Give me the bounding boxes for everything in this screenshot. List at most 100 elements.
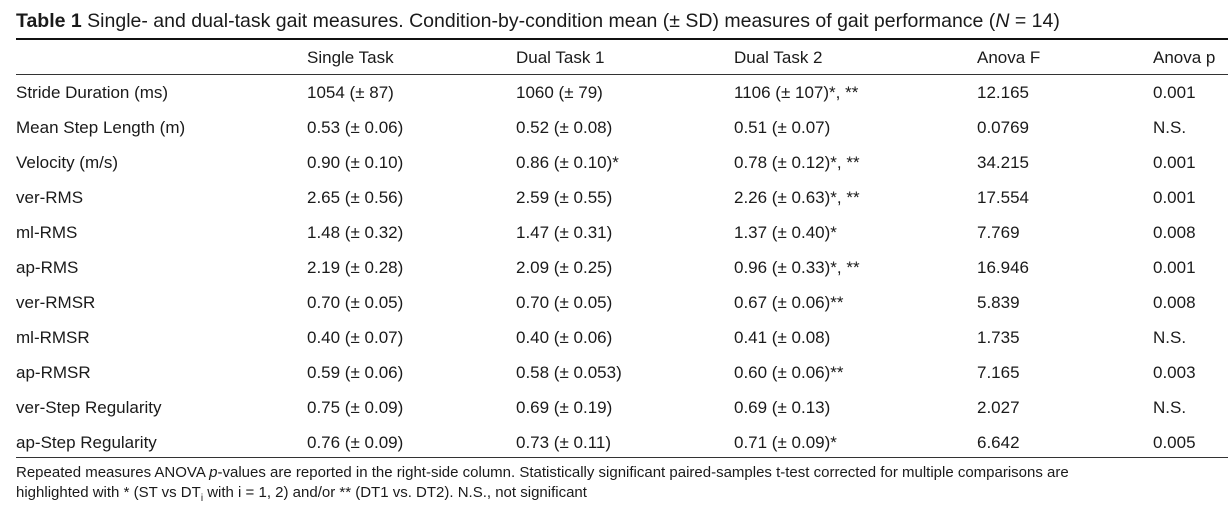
header-anova-p: Anova p: [1153, 47, 1216, 67]
dual-task-2-value: 1106 (± 107)*, **: [734, 82, 859, 102]
single-task-value: 1054 (± 87): [307, 82, 394, 102]
dual-task-1-value: 1.47 (± 0.31): [516, 222, 613, 242]
bottom-rule: [16, 457, 1228, 458]
table-row: ml-RMS 1.48 (± 0.32) 1.47 (± 0.31) 1.37 …: [16, 215, 1228, 250]
single-task-value: 2.65 (± 0.56): [307, 187, 404, 207]
anova-f-value: 34.215: [977, 152, 1029, 172]
footnote-line1-end: -values are reported in the right-side c…: [217, 464, 1069, 481]
footnote-line1-start: Repeated measures ANOVA: [16, 464, 210, 481]
measure-name: ver-RMS: [16, 187, 84, 207]
table-footnote: Repeated measures ANOVA p-values are rep…: [16, 463, 1221, 509]
header-single-task: Single Task: [307, 47, 394, 67]
footnote-subscript-i: i: [200, 493, 204, 504]
measure-name: Stride Duration (ms): [16, 82, 169, 102]
anova-f-value: 16.946: [977, 257, 1029, 277]
table-row: Velocity (m/s) 0.90 (± 0.10) 0.86 (± 0.1…: [16, 145, 1228, 180]
measure-name: ver-Step Regularity: [16, 397, 162, 417]
dual-task-1-value: 0.73 (± 0.11): [516, 432, 612, 452]
anova-f-value: 7.769: [977, 222, 1020, 242]
measure-name: ver-RMSR: [16, 292, 96, 312]
anova-p-value: N.S.: [1153, 327, 1187, 347]
anova-p-value: 0.008: [1153, 292, 1196, 312]
table-caption: Table 1 Single- and dual-task gait measu…: [16, 10, 1060, 33]
header-dual-task-2: Dual Task 2: [734, 47, 823, 67]
footnote-line2-end: with i = 1, 2) and/or ** (DT1 vs. DT2). …: [203, 484, 587, 501]
single-task-value: 1.48 (± 0.32): [307, 222, 404, 242]
table-row: ver-RMSR 0.70 (± 0.05) 0.70 (± 0.05) 0.6…: [16, 285, 1228, 320]
anova-p-value: N.S.: [1153, 117, 1187, 137]
table-row: ver-Step Regularity 0.75 (± 0.09) 0.69 (…: [16, 390, 1228, 425]
footnote-line2-start: highlighted with * (ST vs DT: [16, 484, 201, 501]
dual-task-1-value: 0.40 (± 0.06): [516, 327, 613, 347]
header-rule: [16, 74, 1228, 75]
anova-p-value: N.S.: [1153, 397, 1187, 417]
anova-f-value: 12.165: [977, 82, 1029, 102]
anova-f-value: 7.165: [977, 362, 1020, 382]
dual-task-2-value: 2.26 (± 0.63)*, **: [734, 187, 860, 207]
dual-task-1-value: 2.09 (± 0.25): [516, 257, 613, 277]
single-task-value: 0.75 (± 0.09): [307, 397, 404, 417]
dual-task-2-value: 0.41 (± 0.08): [734, 327, 831, 347]
table-row: Stride Duration (ms) 1054 (± 87) 1060 (±…: [16, 75, 1228, 110]
anova-f-value: 6.642: [977, 432, 1020, 452]
table-row: ap-RMS 2.19 (± 0.28) 2.09 (± 0.25) 0.96 …: [16, 250, 1228, 285]
anova-p-value: 0.001: [1153, 82, 1196, 102]
header-row: Single Task Dual Task 1 Dual Task 2 Anov…: [16, 40, 1228, 75]
anova-p-value: 0.001: [1153, 257, 1196, 277]
table-row: ap-RMSR 0.59 (± 0.06) 0.58 (± 0.053) 0.6…: [16, 355, 1228, 390]
dual-task-1-value: 0.86 (± 0.10)*: [516, 152, 619, 172]
anova-f-value: 0.0769: [977, 117, 1029, 137]
dual-task-1-value: 0.70 (± 0.05): [516, 292, 613, 312]
dual-task-2-value: 0.78 (± 0.12)*, **: [734, 152, 860, 172]
anova-p-value: 0.005: [1153, 432, 1196, 452]
header-dual-task-1: Dual Task 1: [516, 47, 605, 67]
caption-n-value: = 14): [1009, 10, 1060, 32]
anova-p-value: 0.001: [1153, 152, 1196, 172]
dual-task-2-value: 1.37 (± 0.40)*: [734, 222, 837, 242]
dual-task-2-value: 0.67 (± 0.06)**: [734, 292, 844, 312]
caption-text: Single- and dual-task gait measures. Con…: [87, 10, 996, 32]
anova-p-value: 0.001: [1153, 187, 1196, 207]
measure-name: ap-RMS: [16, 257, 79, 277]
single-task-value: 0.90 (± 0.10): [307, 152, 404, 172]
table-label: Table 1: [16, 10, 82, 32]
dual-task-2-value: 0.60 (± 0.06)**: [734, 362, 844, 382]
measure-name: Mean Step Length (m): [16, 117, 186, 137]
measure-name: ml-RMS: [16, 222, 78, 242]
table-row: ml-RMSR 0.40 (± 0.07) 0.40 (± 0.06) 0.41…: [16, 320, 1228, 355]
dual-task-1-value: 2.59 (± 0.55): [516, 187, 613, 207]
dual-task-2-value: 0.96 (± 0.33)*, **: [734, 257, 860, 277]
single-task-value: 0.59 (± 0.06): [307, 362, 404, 382]
measure-name: Velocity (m/s): [16, 152, 119, 172]
anova-f-value: 1.735: [977, 327, 1020, 347]
dual-task-1-value: 0.52 (± 0.08): [516, 117, 613, 137]
single-task-value: 0.76 (± 0.09): [307, 432, 404, 452]
measure-name: ap-Step Regularity: [16, 432, 157, 452]
anova-f-value: 17.554: [977, 187, 1029, 207]
single-task-value: 2.19 (± 0.28): [307, 257, 404, 277]
single-task-value: 0.53 (± 0.06): [307, 117, 404, 137]
table-row: Mean Step Length (m) 0.53 (± 0.06) 0.52 …: [16, 110, 1228, 145]
caption-n-symbol: N: [995, 10, 1010, 32]
single-task-value: 0.40 (± 0.07): [307, 327, 404, 347]
gait-measures-table: Single Task Dual Task 1 Dual Task 2 Anov…: [16, 40, 1228, 460]
measure-name: ap-RMSR: [16, 362, 91, 382]
header-anova-f: Anova F: [977, 47, 1041, 67]
measure-name: ml-RMSR: [16, 327, 90, 347]
dual-task-1-value: 1060 (± 79): [516, 82, 603, 102]
table-row: ap-Step Regularity 0.76 (± 0.09) 0.73 (±…: [16, 425, 1228, 460]
footnote-p-symbol: p: [209, 464, 218, 481]
top-rule: [16, 38, 1228, 40]
header-measure: [16, 40, 307, 75]
anova-f-value: 2.027: [977, 397, 1020, 417]
dual-task-2-value: 0.51 (± 0.07): [734, 117, 831, 137]
anova-p-value: 0.003: [1153, 362, 1196, 382]
anova-p-value: 0.008: [1153, 222, 1196, 242]
dual-task-2-value: 0.69 (± 0.13): [734, 397, 831, 417]
dual-task-2-value: 0.71 (± 0.09)*: [734, 432, 837, 452]
table-row: ver-RMS 2.65 (± 0.56) 2.59 (± 0.55) 2.26…: [16, 180, 1228, 215]
dual-task-1-value: 0.69 (± 0.19): [516, 397, 613, 417]
anova-f-value: 5.839: [977, 292, 1020, 312]
single-task-value: 0.70 (± 0.05): [307, 292, 404, 312]
dual-task-1-value: 0.58 (± 0.053): [516, 362, 622, 382]
